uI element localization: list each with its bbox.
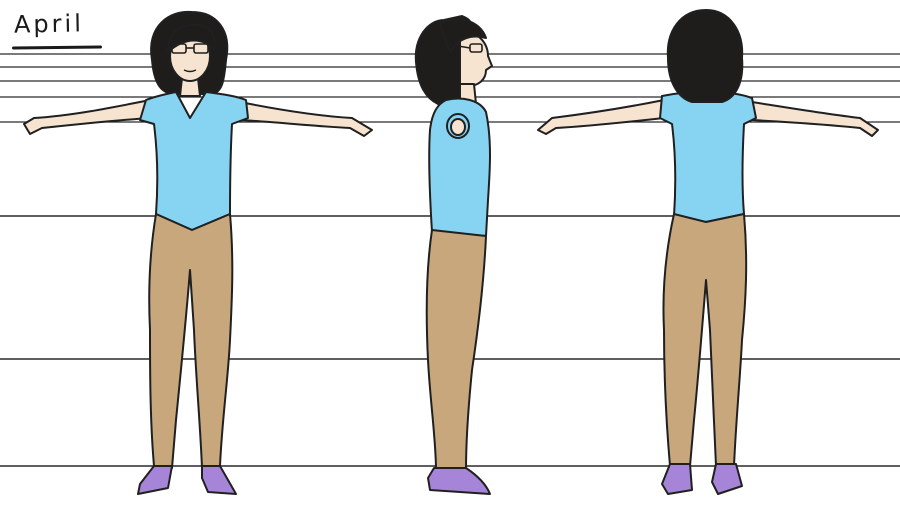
pants: [425, 229, 487, 471]
mouth: [183, 69, 197, 73]
right-arm: [751, 101, 879, 137]
shirt: [659, 90, 757, 223]
pants: [662, 213, 748, 467]
front-view: [23, 10, 373, 495]
arm-opening: [450, 118, 466, 136]
left-shoe: [137, 465, 173, 495]
left-arm: [23, 99, 151, 135]
right-shoe: [201, 465, 237, 495]
glasses-icon: [457, 43, 483, 53]
side-view: [414, 15, 493, 495]
glasses-icon: [171, 43, 209, 54]
left-arm: [537, 99, 665, 135]
left-shoe: [661, 463, 693, 495]
bangs: [439, 18, 487, 53]
shoe: [427, 467, 491, 495]
back-view: [537, 9, 879, 495]
right-shoe: [711, 463, 743, 495]
hair: [666, 9, 744, 103]
pants: [148, 213, 234, 469]
character-name-title: April: [13, 9, 85, 39]
bangs: [167, 23, 216, 53]
right-arm: [239, 101, 373, 137]
shirt: [139, 91, 249, 231]
